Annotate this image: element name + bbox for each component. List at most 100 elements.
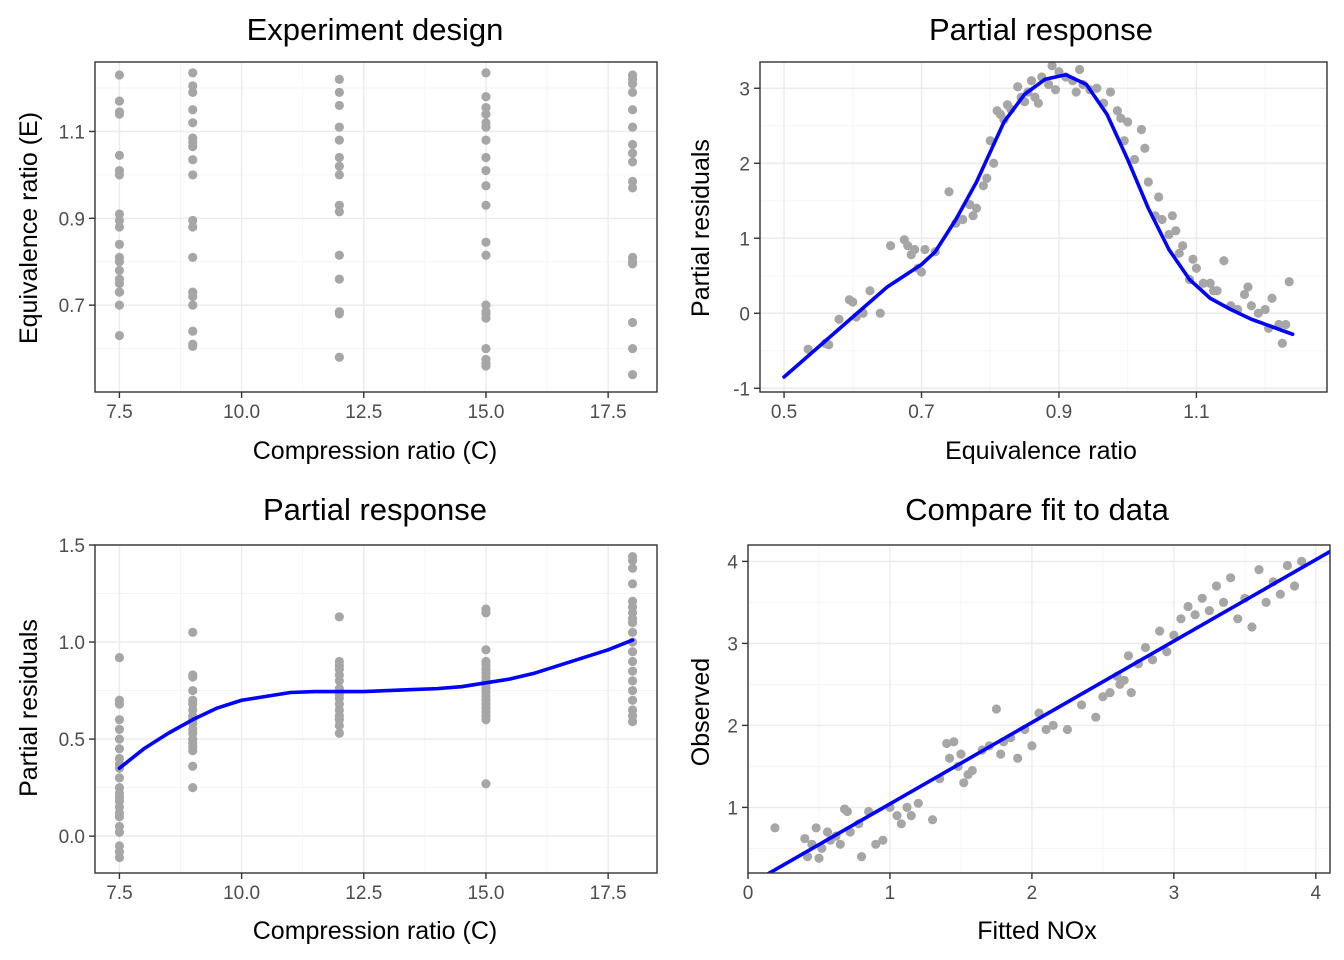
data-point [188, 783, 198, 793]
plot-frame [94, 544, 658, 874]
data-point [627, 79, 638, 89]
data-point [627, 139, 638, 150]
data-point [1048, 720, 1058, 731]
x-tick-label: 7.5 [106, 883, 132, 904]
data-point [627, 87, 638, 97]
data-point [1164, 229, 1174, 240]
data-point [1260, 304, 1270, 315]
data-point [835, 839, 845, 849]
data-point [1289, 581, 1300, 591]
data-point [1155, 626, 1165, 636]
data-point [856, 852, 867, 862]
data-point [1098, 692, 1108, 702]
data-point [627, 555, 638, 566]
data-point [1027, 741, 1037, 751]
data-point [1140, 642, 1151, 653]
x-tick-label: 7.5 [106, 402, 132, 423]
x-tick-label: 0 [743, 883, 754, 904]
data-point [1047, 61, 1057, 71]
data-point [814, 853, 824, 863]
data-point [114, 215, 125, 226]
data-point [334, 274, 344, 284]
data-point [334, 100, 344, 111]
y-tick-label: 0.0 [59, 827, 85, 848]
data-point [1282, 560, 1293, 571]
data-point [800, 833, 810, 844]
data-point [1247, 622, 1257, 632]
data-point [627, 647, 638, 657]
data-point [1092, 83, 1102, 93]
data-point [188, 222, 198, 232]
data-point [1275, 589, 1285, 599]
data-point [334, 728, 344, 738]
points [114, 68, 638, 380]
y-tick-label: 1.1 [59, 122, 85, 143]
data-point [1162, 647, 1172, 657]
data-point [481, 715, 491, 725]
data-point [188, 672, 198, 682]
x-tick-label: 12.5 [345, 402, 382, 423]
x-ticks: 0.5 0.7 0.9 1.1 [771, 392, 1210, 423]
data-point [1123, 117, 1133, 127]
x-tick-label: 0.5 [771, 402, 797, 423]
panel-border [94, 544, 658, 874]
data-point [334, 161, 344, 171]
data-point [114, 652, 125, 663]
x-tick-label: 1.1 [1183, 402, 1209, 423]
data-point [1013, 753, 1023, 763]
data-point [114, 278, 125, 289]
y-tick-label: 0.5 [59, 730, 85, 751]
data-point [627, 183, 638, 193]
data-point [996, 749, 1006, 759]
data-point [114, 330, 125, 341]
data-point [1147, 655, 1158, 665]
data-point [1219, 256, 1229, 266]
data-point [1243, 282, 1253, 292]
x-tick-label: 12.5 [345, 883, 382, 904]
data-point [114, 724, 125, 734]
data-point [627, 695, 638, 705]
y-tick-label: 3 [739, 79, 750, 100]
data-point [1143, 177, 1153, 187]
data-point [114, 70, 125, 80]
data-point [1116, 113, 1126, 123]
x-axis-title: Compression ratio (C) [253, 437, 498, 465]
fit-line-path [117, 638, 635, 770]
data-point [114, 265, 125, 276]
data-point [627, 676, 638, 686]
data-point [1233, 614, 1243, 624]
data-point [875, 308, 885, 318]
data-point [848, 297, 858, 307]
x-ticks: 7.5 10.0 12.5 15.0 17.5 [106, 873, 627, 904]
data-point [1178, 241, 1188, 251]
panel-border [747, 544, 1331, 874]
plot-frame [747, 544, 1331, 874]
data-point [627, 317, 638, 328]
data-point [627, 563, 638, 573]
data-point [481, 779, 491, 789]
data-point [114, 96, 125, 106]
data-point [114, 773, 125, 783]
y-tick-label: 1 [739, 229, 750, 250]
data-point [627, 370, 638, 380]
data-point [114, 287, 125, 297]
data-point [967, 765, 977, 776]
data-point [334, 720, 344, 731]
data-point [1176, 614, 1186, 624]
data-point [481, 181, 491, 191]
data-point [627, 105, 638, 115]
y-tick-label: 2 [739, 154, 750, 175]
data-point [1167, 211, 1177, 221]
data-point [1157, 214, 1167, 225]
data-point [978, 181, 988, 191]
data-point [1253, 308, 1263, 318]
x-tick-label: 17.5 [590, 883, 627, 904]
data-point [834, 314, 844, 324]
data-point [1254, 565, 1264, 575]
data-point [1297, 556, 1307, 567]
data-point [334, 152, 344, 163]
panel-title: Partial response [929, 12, 1153, 47]
data-point [1129, 154, 1140, 165]
panel-partial-response-compression: Partial response 7.5 10.0 12.5 15.0 17.5 0.0… [15, 492, 658, 945]
data-point [1183, 601, 1193, 612]
